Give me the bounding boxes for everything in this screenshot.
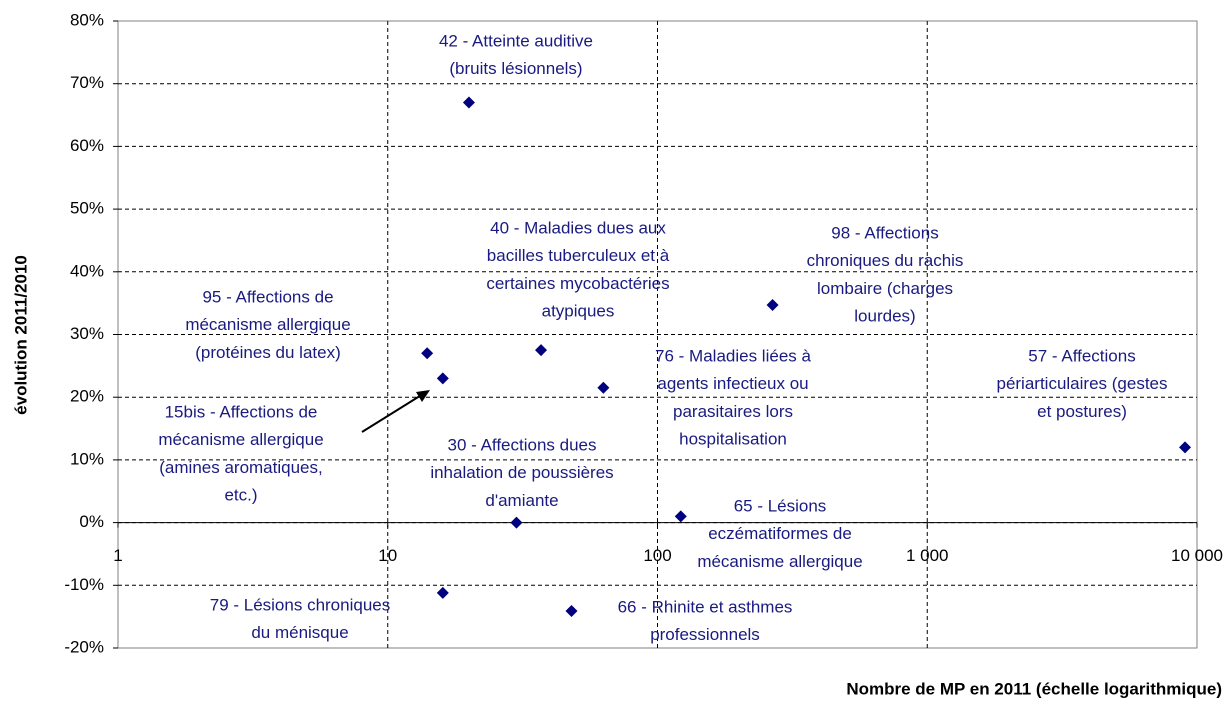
annotation: 95 - Affections de <box>202 287 333 306</box>
annotation: bacilles tuberculeux et à <box>487 246 670 265</box>
x-tick-label: 1 <box>113 546 122 565</box>
annotation: 79 - Lésions chroniques <box>210 595 391 614</box>
annotation: 57 - Affections <box>1028 346 1135 365</box>
annotation: 76 - Maladies liées à <box>655 346 811 365</box>
annotation: (bruits lésionnels) <box>449 59 582 78</box>
annotation: lourdes) <box>854 307 915 326</box>
annotation: (protéines du latex) <box>195 343 341 362</box>
point <box>766 299 779 312</box>
point <box>421 347 434 360</box>
annotation: 66 - Rhinite et asthmes <box>618 597 793 616</box>
annotation: 42 - Atteinte auditive <box>439 31 593 50</box>
point <box>597 381 610 394</box>
point <box>462 96 475 109</box>
annotation: hospitalisation <box>679 430 787 449</box>
annotation: du ménisque <box>251 623 348 642</box>
annotation: inhalation de poussières <box>430 463 613 482</box>
point <box>674 510 687 523</box>
y-tick-label: 30% <box>70 324 104 343</box>
annotation: mécanisme allergique <box>697 552 862 571</box>
point <box>510 516 523 529</box>
annotation: professionnels <box>650 625 760 644</box>
point <box>535 344 548 357</box>
annotation: 30 - Affections dues <box>447 435 596 454</box>
y-tick-label: -10% <box>64 575 104 594</box>
x-axis-title: Nombre de MP en 2011 (échelle logarithmi… <box>846 679 1222 698</box>
annotation: parasitaires lors <box>673 402 793 421</box>
annotation: eczématiformes de <box>708 524 852 543</box>
annotation: 98 - Affections <box>831 223 938 242</box>
annotation: mécanisme allergique <box>185 315 350 334</box>
y-tick-label: 60% <box>70 136 104 155</box>
y-axis-title: évolution 2011/2010 <box>11 255 30 415</box>
arrow <box>361 393 424 433</box>
annotation: etc.) <box>224 486 257 505</box>
point <box>565 605 578 618</box>
point <box>436 586 449 599</box>
point <box>1179 441 1192 454</box>
annotation: certaines mycobactéries <box>486 274 669 293</box>
annotation: mécanisme allergique <box>158 430 323 449</box>
annotation: 15bis - Affections de <box>165 402 318 421</box>
annotation: lombaire (charges <box>817 279 953 298</box>
arrow-head <box>416 390 430 402</box>
y-tick-label: -20% <box>64 637 104 656</box>
x-tick-label: 10 000 <box>1171 546 1223 565</box>
annotation: agents infectieux ou <box>657 374 808 393</box>
annotation: périarticulaires (gestes <box>996 374 1167 393</box>
annotation: (amines aromatiques, <box>159 458 322 477</box>
annotation: chroniques du rachis <box>807 251 964 270</box>
point <box>436 372 449 385</box>
y-tick-label: 50% <box>70 199 104 218</box>
annotation: d'amiante <box>485 491 558 510</box>
annotation: atypiques <box>542 302 615 321</box>
y-tick-label: 40% <box>70 261 104 280</box>
annotation: et postures) <box>1037 402 1127 421</box>
y-tick-label: 10% <box>70 449 104 468</box>
annotation: 65 - Lésions <box>734 496 827 515</box>
y-tick-label: 70% <box>70 73 104 92</box>
annotation: 40 - Maladies dues aux <box>490 218 666 237</box>
y-tick-label: 0% <box>79 512 104 531</box>
y-tick-label: 80% <box>70 10 104 29</box>
y-tick-label: 20% <box>70 387 104 406</box>
